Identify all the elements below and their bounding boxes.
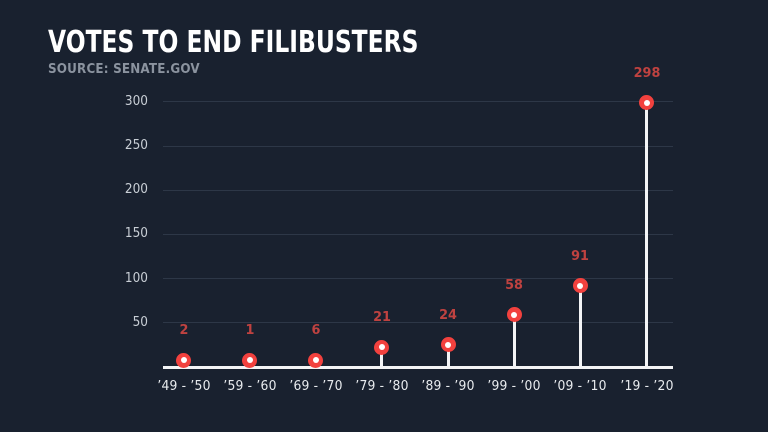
y-tick-label: 200 [124,182,148,198]
value-label: 298 [633,64,660,81]
gridline-200 [163,189,673,191]
lollipop-dot [572,278,588,294]
lollipop-dot-center [312,357,319,363]
gridline-50 [163,322,673,324]
y-tick-label: 50 [132,314,148,330]
value-label: 91 [571,247,590,264]
y-tick-label: 150 [124,226,148,242]
lollipop-dot-center [577,282,584,289]
chart-source: SOURCE: SENATE.GOV [48,62,200,77]
x-tick-label: ’49 - ’50 [156,379,211,394]
value-label: 2 [179,322,188,338]
lollipop-dot-center [511,311,518,318]
value-label: 58 [505,276,524,293]
value-label: 6 [311,322,321,338]
y-tick-label: 250 [124,138,148,153]
lollipop-dot [506,307,522,323]
lollipop-dot-center [445,341,452,348]
x-tick-label: ’79 - ’80 [355,379,409,394]
lollipop-dot-center [378,344,385,351]
gridline-250 [163,145,673,147]
chart-header: VOTES TO END FILIBUSTERS SOURCE: SENATE.… [48,26,523,77]
x-tick-label: ’69 - ’70 [289,379,343,394]
x-tick-label: ’19 - ’20 [619,379,674,394]
lollipop-dot-center [246,357,253,363]
chart-title: VOTES TO END FILIBUSTERS [48,25,419,60]
value-label: 1 [245,322,255,338]
lollipop-dot [374,339,390,355]
x-tick-label: ’09 - ’10 [553,379,608,394]
lollipop-dot [308,352,324,368]
x-axis-line [163,365,673,369]
lollipop-stem [578,285,582,367]
lollipop-dot [639,95,655,111]
lollipop-dot [440,337,456,353]
gridline-100 [163,278,673,280]
lollipop-stem [446,344,450,367]
gridline-300 [163,101,673,103]
lollipop-dot-center [180,357,187,363]
x-tick-label: ’89 - ’90 [421,379,475,394]
y-tick-label: 300 [124,93,148,109]
value-label: 21 [373,309,391,326]
lollipop-dot-center [643,99,650,106]
lollipop-dot [242,352,258,368]
y-tick-label: 100 [124,270,148,286]
lollipop-stem [645,102,649,367]
lollipop-stem [512,314,516,367]
lollipop-dot [176,352,191,368]
gridline-150 [163,233,673,235]
lollipop-stem [380,347,384,367]
x-tick-label: ’59 - ’60 [222,379,277,394]
x-tick-label: ’99 - ’00 [487,379,541,394]
value-label: 24 [439,306,458,323]
